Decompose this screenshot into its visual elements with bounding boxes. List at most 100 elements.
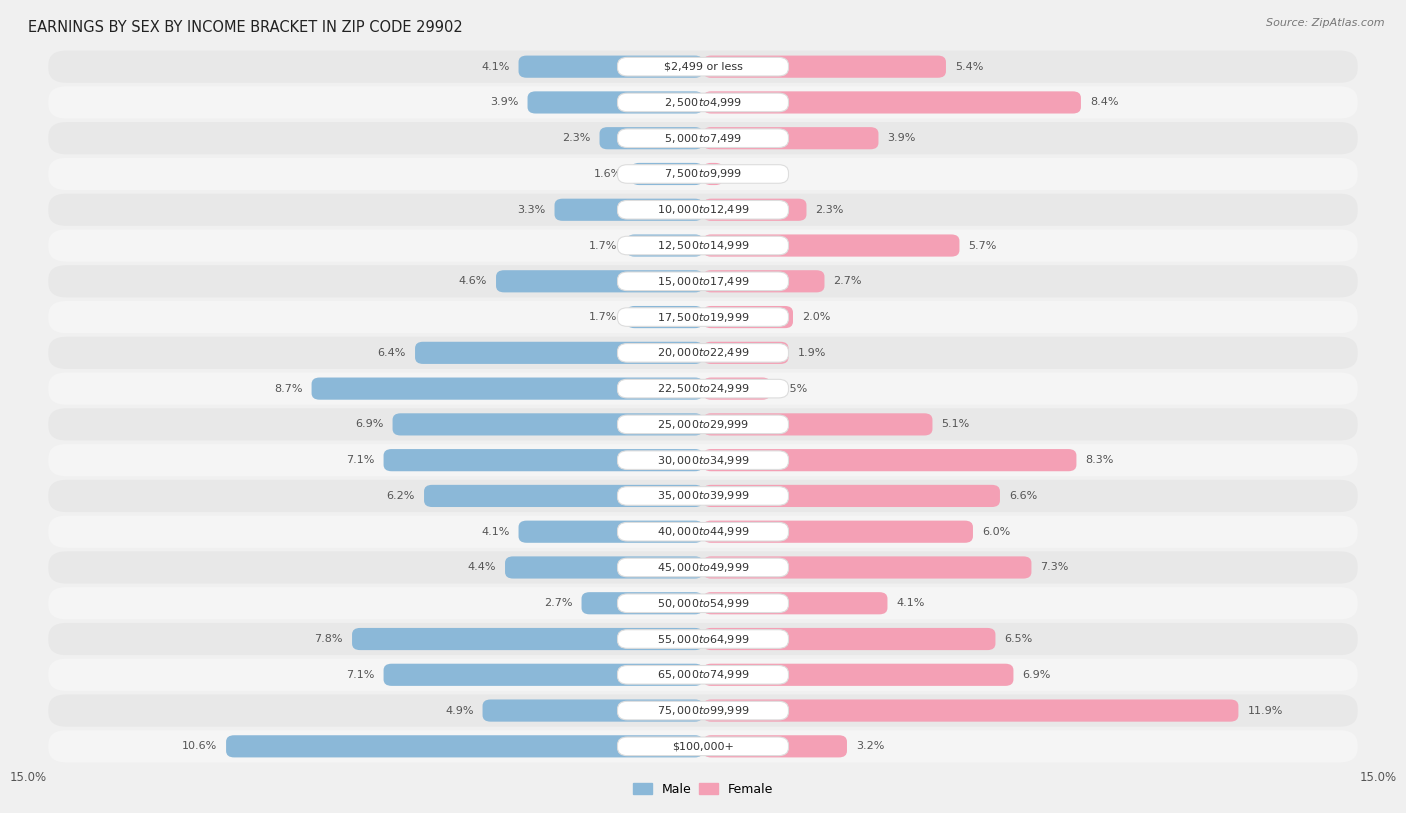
FancyBboxPatch shape — [48, 372, 1358, 405]
FancyBboxPatch shape — [703, 55, 946, 78]
FancyBboxPatch shape — [703, 556, 1032, 579]
Text: 1.6%: 1.6% — [593, 169, 621, 179]
Text: $30,000 to $34,999: $30,000 to $34,999 — [657, 454, 749, 467]
Text: $5,000 to $7,499: $5,000 to $7,499 — [664, 132, 742, 145]
FancyBboxPatch shape — [527, 91, 703, 114]
Text: 8.7%: 8.7% — [274, 384, 302, 393]
FancyBboxPatch shape — [627, 306, 703, 328]
FancyBboxPatch shape — [617, 165, 789, 183]
Text: 5.4%: 5.4% — [955, 62, 983, 72]
FancyBboxPatch shape — [554, 198, 703, 221]
Text: $22,500 to $24,999: $22,500 to $24,999 — [657, 382, 749, 395]
FancyBboxPatch shape — [48, 694, 1358, 727]
FancyBboxPatch shape — [617, 93, 789, 111]
FancyBboxPatch shape — [703, 127, 879, 150]
FancyBboxPatch shape — [384, 663, 703, 686]
FancyBboxPatch shape — [48, 480, 1358, 512]
FancyBboxPatch shape — [599, 127, 703, 150]
FancyBboxPatch shape — [703, 485, 1000, 507]
FancyBboxPatch shape — [617, 415, 789, 433]
FancyBboxPatch shape — [48, 301, 1358, 333]
Text: 6.6%: 6.6% — [1010, 491, 1038, 501]
FancyBboxPatch shape — [48, 337, 1358, 369]
FancyBboxPatch shape — [519, 520, 703, 543]
FancyBboxPatch shape — [617, 237, 789, 254]
FancyBboxPatch shape — [703, 699, 1239, 722]
FancyBboxPatch shape — [48, 86, 1358, 119]
Text: $25,000 to $29,999: $25,000 to $29,999 — [657, 418, 749, 431]
Text: 7.1%: 7.1% — [346, 670, 374, 680]
Text: 8.4%: 8.4% — [1090, 98, 1118, 107]
FancyBboxPatch shape — [703, 628, 995, 650]
FancyBboxPatch shape — [617, 630, 789, 648]
Text: 2.3%: 2.3% — [815, 205, 844, 215]
Text: $50,000 to $54,999: $50,000 to $54,999 — [657, 597, 749, 610]
Text: 3.9%: 3.9% — [491, 98, 519, 107]
FancyBboxPatch shape — [703, 91, 1081, 114]
FancyBboxPatch shape — [48, 587, 1358, 620]
FancyBboxPatch shape — [617, 523, 789, 541]
FancyBboxPatch shape — [617, 201, 789, 219]
FancyBboxPatch shape — [226, 735, 703, 758]
FancyBboxPatch shape — [703, 198, 807, 221]
Text: 8.3%: 8.3% — [1085, 455, 1114, 465]
Text: 3.9%: 3.9% — [887, 133, 915, 143]
FancyBboxPatch shape — [617, 559, 789, 576]
FancyBboxPatch shape — [48, 229, 1358, 262]
Text: EARNINGS BY SEX BY INCOME BRACKET IN ZIP CODE 29902: EARNINGS BY SEX BY INCOME BRACKET IN ZIP… — [28, 20, 463, 35]
FancyBboxPatch shape — [48, 122, 1358, 154]
Text: 7.3%: 7.3% — [1040, 563, 1069, 572]
Text: 1.7%: 1.7% — [589, 241, 617, 250]
Text: 6.2%: 6.2% — [387, 491, 415, 501]
FancyBboxPatch shape — [312, 377, 703, 400]
FancyBboxPatch shape — [48, 551, 1358, 584]
Text: $10,000 to $12,499: $10,000 to $12,499 — [657, 203, 749, 216]
Text: $75,000 to $99,999: $75,000 to $99,999 — [657, 704, 749, 717]
Text: 4.9%: 4.9% — [446, 706, 474, 715]
Text: 6.5%: 6.5% — [1004, 634, 1032, 644]
FancyBboxPatch shape — [703, 449, 1077, 472]
FancyBboxPatch shape — [48, 193, 1358, 226]
FancyBboxPatch shape — [48, 158, 1358, 190]
Text: $7,500 to $9,999: $7,500 to $9,999 — [664, 167, 742, 180]
Text: 6.9%: 6.9% — [356, 420, 384, 429]
Text: 5.1%: 5.1% — [942, 420, 970, 429]
Text: Source: ZipAtlas.com: Source: ZipAtlas.com — [1267, 18, 1385, 28]
FancyBboxPatch shape — [582, 592, 703, 615]
Text: 6.9%: 6.9% — [1022, 670, 1050, 680]
FancyBboxPatch shape — [703, 592, 887, 615]
Text: 6.0%: 6.0% — [981, 527, 1010, 537]
Text: $40,000 to $44,999: $40,000 to $44,999 — [657, 525, 749, 538]
FancyBboxPatch shape — [703, 306, 793, 328]
Text: 1.7%: 1.7% — [589, 312, 617, 322]
FancyBboxPatch shape — [505, 556, 703, 579]
FancyBboxPatch shape — [617, 308, 789, 326]
FancyBboxPatch shape — [519, 55, 703, 78]
FancyBboxPatch shape — [352, 628, 703, 650]
FancyBboxPatch shape — [48, 408, 1358, 441]
FancyBboxPatch shape — [617, 129, 789, 147]
FancyBboxPatch shape — [617, 702, 789, 720]
FancyBboxPatch shape — [703, 520, 973, 543]
FancyBboxPatch shape — [48, 623, 1358, 655]
Text: 4.1%: 4.1% — [481, 527, 509, 537]
FancyBboxPatch shape — [617, 666, 789, 684]
FancyBboxPatch shape — [703, 413, 932, 436]
Text: $45,000 to $49,999: $45,000 to $49,999 — [657, 561, 749, 574]
FancyBboxPatch shape — [703, 234, 959, 257]
Text: 1.5%: 1.5% — [779, 384, 807, 393]
FancyBboxPatch shape — [482, 699, 703, 722]
FancyBboxPatch shape — [631, 163, 703, 185]
FancyBboxPatch shape — [48, 730, 1358, 763]
FancyBboxPatch shape — [703, 735, 846, 758]
Text: $12,500 to $14,999: $12,500 to $14,999 — [657, 239, 749, 252]
Text: $100,000+: $100,000+ — [672, 741, 734, 751]
Text: $2,500 to $4,999: $2,500 to $4,999 — [664, 96, 742, 109]
FancyBboxPatch shape — [48, 659, 1358, 691]
Text: 2.3%: 2.3% — [562, 133, 591, 143]
FancyBboxPatch shape — [617, 58, 789, 76]
Text: 11.9%: 11.9% — [1247, 706, 1282, 715]
FancyBboxPatch shape — [48, 50, 1358, 83]
Text: $55,000 to $64,999: $55,000 to $64,999 — [657, 633, 749, 646]
Text: 5.7%: 5.7% — [969, 241, 997, 250]
